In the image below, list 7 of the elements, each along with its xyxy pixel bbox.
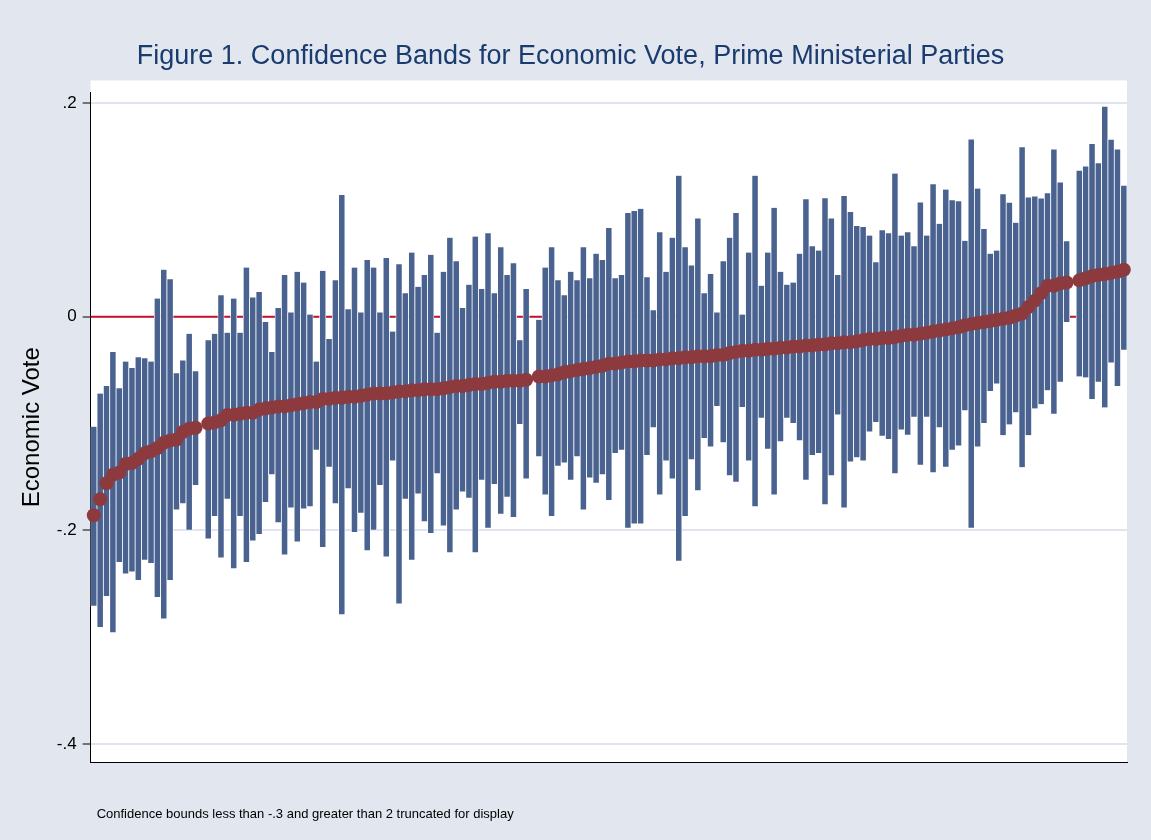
- chart-title: Figure 1. Confidence Bands for Economic Vote, Prime Ministerial Parties: [136, 39, 1005, 70]
- y-tick-label: .2: [62, 92, 77, 112]
- y-tick-label: -.2: [56, 519, 77, 539]
- text: Confidence bounds less than -.3 and greater than 2 truncated for display: [96, 805, 515, 821]
- y-tick-label: 0: [67, 306, 77, 326]
- y-axis-title: Economic Vote: [17, 347, 45, 508]
- y-tick-label: -.4: [56, 733, 77, 753]
